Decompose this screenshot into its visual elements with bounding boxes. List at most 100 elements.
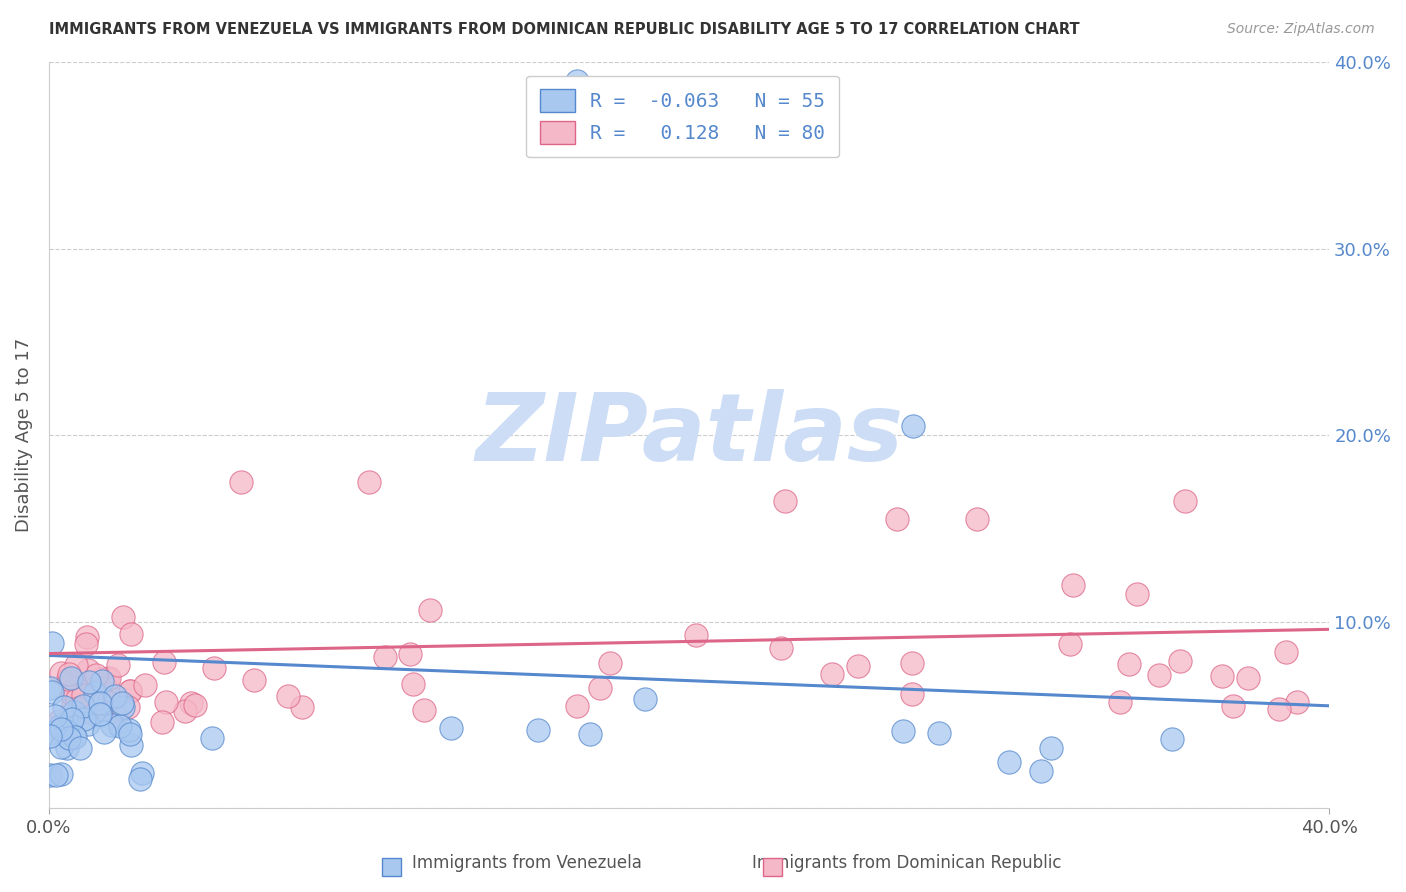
Point	[901, 687, 924, 701]
Point	[565, 74, 588, 88]
Point	[87, 706, 110, 721]
Point	[58, 731, 80, 745]
Point	[90, 672, 112, 686]
Point	[634, 691, 657, 706]
Point	[1168, 654, 1191, 668]
Point	[769, 640, 792, 655]
Point	[72, 698, 94, 713]
Point	[1062, 577, 1084, 591]
Point	[49, 666, 72, 681]
Point	[200, 731, 222, 746]
Point	[152, 655, 174, 669]
Point	[184, 698, 207, 712]
Point	[75, 704, 97, 718]
Point	[848, 659, 870, 673]
Point	[77, 675, 100, 690]
Point	[110, 719, 132, 733]
Point	[48, 714, 70, 729]
Point	[97, 696, 120, 710]
Point	[84, 667, 107, 681]
Point	[419, 603, 441, 617]
Text: ZIPatlas: ZIPatlas	[475, 389, 903, 482]
Point	[966, 512, 988, 526]
Point	[83, 706, 105, 721]
Point	[49, 767, 72, 781]
Point	[1109, 695, 1132, 709]
Point	[62, 697, 84, 711]
Point	[49, 722, 72, 736]
Point	[1160, 731, 1182, 746]
Point	[374, 650, 396, 665]
Point	[1222, 698, 1244, 713]
Point	[105, 708, 128, 723]
Point	[112, 609, 135, 624]
Point	[69, 741, 91, 756]
Point	[58, 666, 80, 681]
Point	[1174, 493, 1197, 508]
Point	[62, 705, 84, 719]
Point	[65, 681, 87, 696]
Point	[60, 687, 83, 701]
Point	[76, 663, 98, 677]
Point	[243, 673, 266, 687]
Point	[589, 681, 612, 696]
Point	[97, 671, 120, 685]
Point	[402, 677, 425, 691]
Point	[579, 727, 602, 741]
Point	[107, 658, 129, 673]
Point	[75, 637, 97, 651]
Point	[89, 696, 111, 710]
Point	[928, 726, 950, 740]
Point	[180, 696, 202, 710]
Point	[120, 684, 142, 698]
Point	[1040, 740, 1063, 755]
Point	[63, 729, 86, 743]
Point	[567, 699, 589, 714]
Point	[685, 628, 707, 642]
Point	[66, 691, 89, 706]
Y-axis label: Disability Age 5 to 17: Disability Age 5 to 17	[15, 338, 32, 533]
Point	[399, 648, 422, 662]
Point	[39, 681, 62, 695]
Point	[120, 738, 142, 752]
Point	[69, 688, 91, 702]
Point	[277, 689, 299, 703]
Point	[91, 674, 114, 689]
Point	[118, 723, 141, 737]
Point	[83, 686, 105, 700]
Point	[49, 719, 72, 733]
Point	[134, 678, 156, 692]
Text: Source: ZipAtlas.com: Source: ZipAtlas.com	[1227, 22, 1375, 37]
Point	[901, 419, 924, 434]
Point	[60, 712, 83, 726]
Point	[72, 681, 94, 696]
Point	[1147, 668, 1170, 682]
Point	[53, 699, 76, 714]
Point	[1268, 702, 1291, 716]
Point	[44, 709, 66, 723]
Point	[599, 656, 621, 670]
Point	[526, 723, 548, 737]
Point	[118, 683, 141, 698]
Point	[120, 627, 142, 641]
Point	[150, 714, 173, 729]
Point	[41, 685, 63, 699]
Point	[998, 755, 1021, 769]
Point	[886, 512, 908, 526]
Text: IMMIGRANTS FROM VENEZUELA VS IMMIGRANTS FROM DOMINICAN REPUBLIC DISABILITY AGE 5: IMMIGRANTS FROM VENEZUELA VS IMMIGRANTS …	[49, 22, 1080, 37]
Point	[291, 700, 314, 714]
Point	[101, 718, 124, 732]
Point	[59, 708, 82, 723]
Point	[357, 475, 380, 489]
Point	[39, 729, 62, 743]
Text: Immigrants from Dominican Republic: Immigrants from Dominican Republic	[752, 855, 1062, 872]
Point	[72, 712, 94, 726]
Point	[49, 740, 72, 755]
Point	[111, 696, 134, 710]
Point	[39, 767, 62, 781]
Point	[1031, 764, 1053, 778]
Point	[901, 657, 924, 671]
Point	[1059, 637, 1081, 651]
Point	[440, 721, 463, 735]
Point	[412, 703, 434, 717]
